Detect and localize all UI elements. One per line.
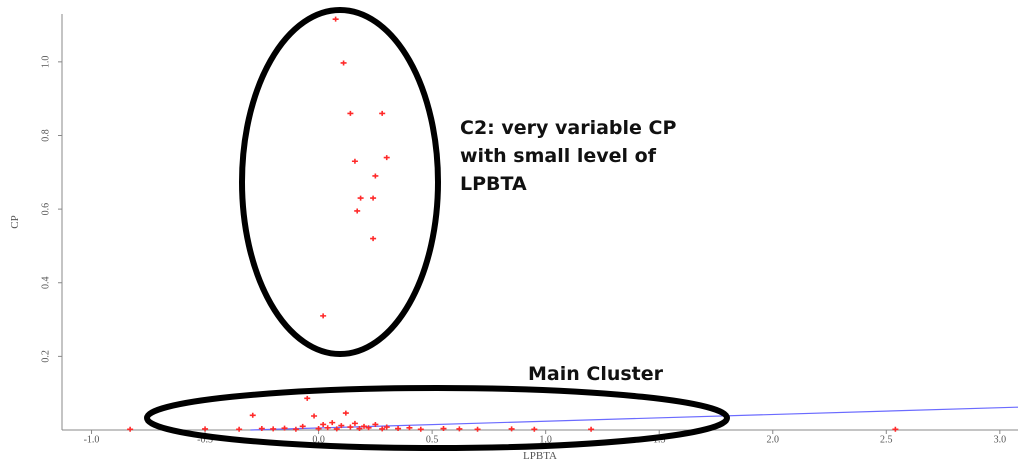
x-tick-label: 3.0 (994, 434, 1007, 445)
scatter-point (292, 426, 299, 432)
scatter-point (395, 426, 402, 432)
scatter-point (315, 426, 322, 432)
y-axis-label: CP (9, 215, 21, 228)
scatter-point (406, 425, 413, 431)
x-tick-label: 0.0 (312, 434, 325, 445)
scatter-point (892, 426, 899, 432)
scatter-point (456, 426, 463, 432)
scatter-point (340, 60, 347, 66)
scatter-point (333, 426, 340, 432)
scatter-point (258, 426, 265, 432)
scatter-point (329, 420, 336, 426)
scatter-point (372, 173, 379, 179)
scatter-point (304, 395, 311, 401)
y-tick-label: 0.2 (40, 350, 51, 363)
scatter-point (320, 313, 327, 319)
scatter-point (370, 195, 377, 201)
scatter-point (361, 423, 368, 429)
scatter-point (370, 236, 377, 242)
annotation: Main Cluster (528, 363, 664, 385)
x-tick-label: 2.5 (880, 434, 893, 445)
scatter-point (508, 426, 515, 432)
scatter-point (249, 412, 256, 418)
scatter-point (332, 16, 339, 22)
scatter-point (127, 426, 134, 432)
scatter-point (342, 410, 349, 416)
scatter-point (338, 423, 345, 429)
scatter-point (320, 421, 327, 427)
scatter-point (354, 208, 361, 214)
scatter-point (531, 426, 538, 432)
y-tick-label: 0.8 (40, 129, 51, 142)
scatter-point (588, 426, 595, 432)
trend-line (250, 406, 1019, 431)
y-tick-label: 1.0 (40, 56, 51, 69)
scatter-point (365, 425, 372, 431)
scatter-point (351, 158, 358, 164)
scatter-point (379, 110, 386, 116)
annotation: with small level of (460, 145, 657, 167)
x-tick-label: -0.5 (197, 434, 213, 445)
x-axis-label: LPBTA (523, 450, 557, 461)
scatter-point (236, 426, 243, 432)
scatter-point (356, 426, 363, 432)
annotation: LPBTA (460, 173, 527, 195)
cluster-ellipse (239, 7, 441, 357)
scatter-point (474, 426, 481, 432)
x-tick-label: 0.5 (426, 434, 439, 445)
scatter-point (324, 425, 331, 431)
scatter-point (299, 423, 306, 429)
scatter-point (281, 425, 288, 431)
x-tick-label: 2.0 (767, 434, 780, 445)
scatter-point (440, 426, 447, 432)
scatter-point (379, 426, 386, 432)
y-tick-label: 0.4 (40, 276, 51, 289)
scatter-point (311, 413, 318, 419)
annotation: C2: very variable CP (460, 117, 676, 139)
scatter-point (383, 155, 390, 161)
x-tick-label: -1.0 (84, 434, 100, 445)
scatter-point (383, 424, 390, 430)
scatter-point (372, 421, 379, 427)
scatter-point (270, 426, 277, 432)
scatter-point (347, 424, 354, 430)
scatter-point (357, 195, 364, 201)
y-tick-label: 0.6 (40, 203, 51, 216)
scatter-point (417, 426, 424, 432)
scatter-point (351, 420, 358, 426)
x-tick-label: 1.0 (539, 434, 552, 445)
cluster-ellipse (144, 385, 730, 451)
scatter-point (347, 110, 354, 116)
scatter-point (202, 426, 209, 432)
